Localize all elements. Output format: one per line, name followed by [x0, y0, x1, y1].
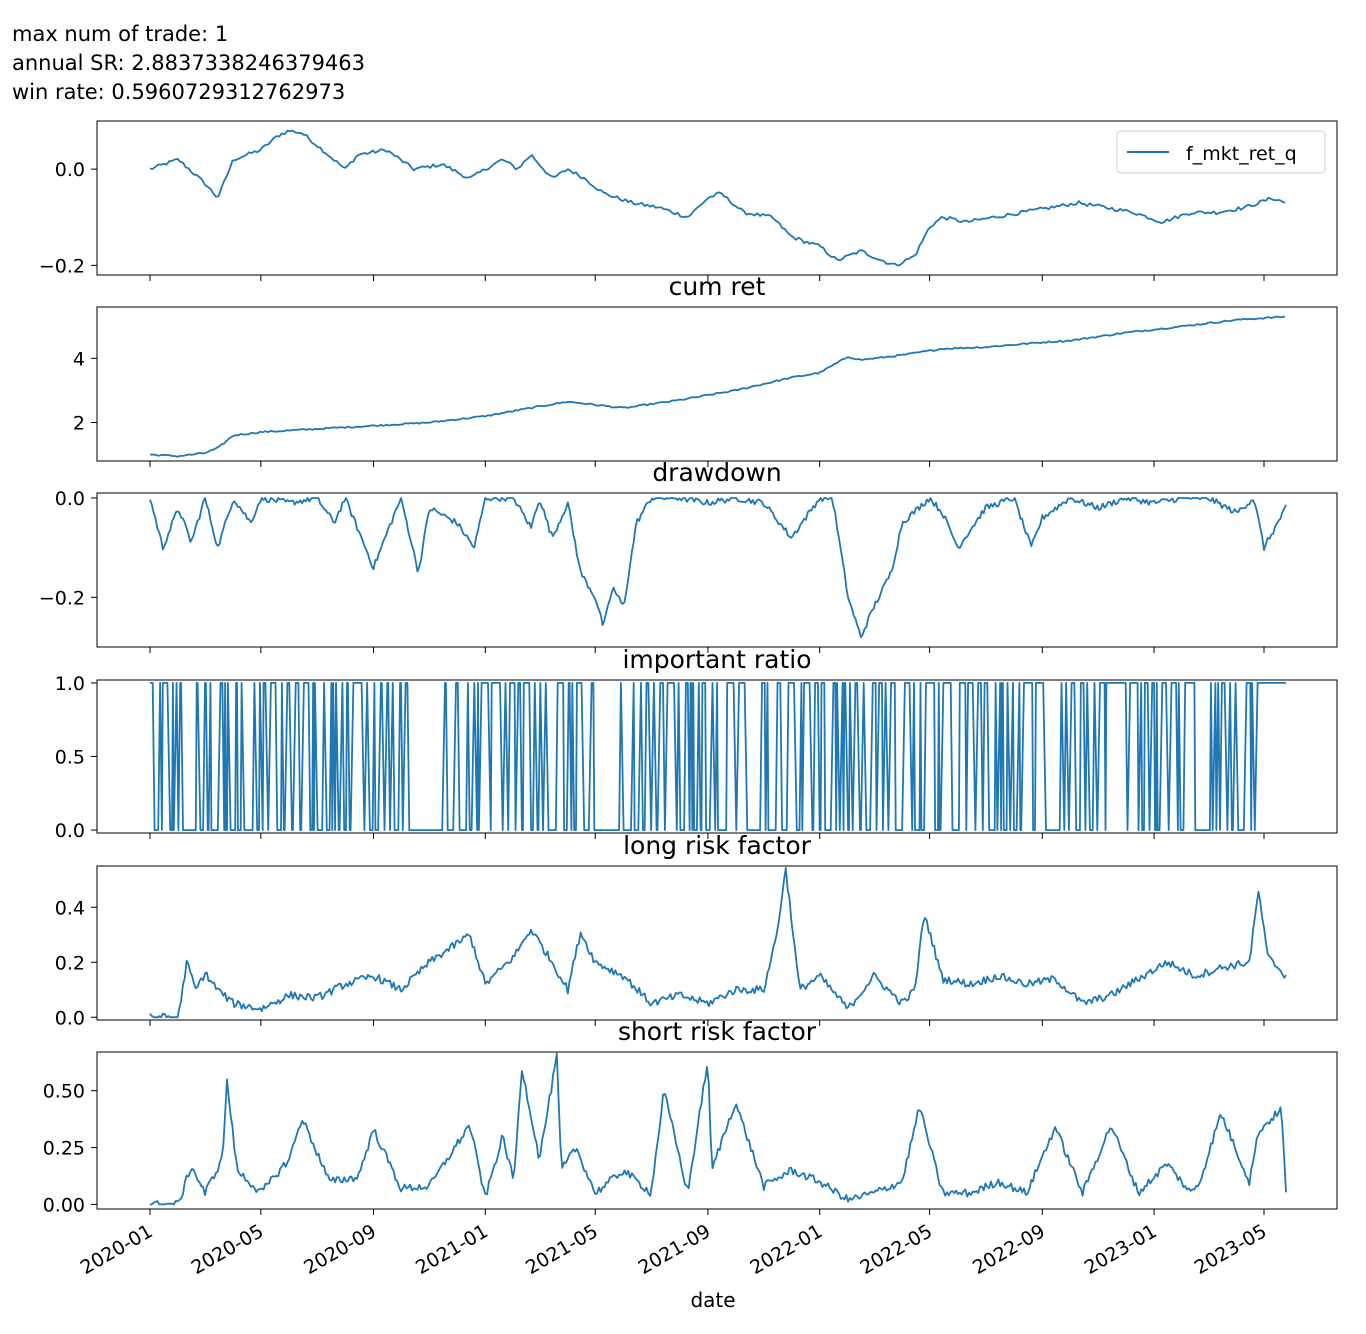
market-return-ytick-label: −0.2	[39, 255, 85, 277]
important-ratio-panel-title: important ratio	[622, 645, 811, 674]
market-return-axes-frame	[96, 120, 1338, 276]
drawdown-panel-title: drawdown	[652, 458, 781, 487]
market-return-series-line	[149, 129, 1286, 267]
long-risk-factor-panel-title: long risk factor	[623, 831, 812, 860]
short-risk-factor-series-line	[150, 1052, 1287, 1206]
drawdown-axes-frame	[96, 492, 1338, 648]
drawdown-ytick-label: 0.0	[55, 488, 85, 510]
xtick-label: 2021-05	[522, 1220, 602, 1279]
cum-ret-ytick-label: 4	[73, 348, 85, 370]
short-risk-factor-ytick-label: 0.25	[43, 1138, 85, 1160]
short-risk-factor-panel-title: short risk factor	[618, 1017, 817, 1046]
win-rate-text: win rate: 0.5960729312762973	[12, 80, 346, 104]
legend-label: f_mkt_ret_q	[1186, 143, 1297, 165]
long-risk-factor-ytick-label: 0.0	[55, 1007, 85, 1029]
drawdown-series-line	[149, 497, 1287, 638]
max-num-of-trade-text: max num of trade: 1	[12, 22, 229, 46]
cum-ret-series-line	[149, 315, 1286, 458]
legend-box	[1116, 130, 1326, 174]
xtick-label: 2023-05	[1191, 1220, 1271, 1279]
cum-ret-panel-title: cum ret	[669, 272, 766, 301]
xtick-label: 2022-01	[746, 1220, 826, 1279]
drawdown-ytick-label: −0.2	[39, 587, 85, 609]
cum-ret-ytick-label: 2	[73, 413, 85, 435]
xtick-label: 2021-09	[635, 1220, 715, 1279]
short-risk-factor-ytick-label: 0.00	[43, 1194, 85, 1216]
xtick-label: 2020-01	[77, 1220, 157, 1279]
xtick-label: 2022-09	[969, 1220, 1049, 1279]
stats-header: max num of trade: 1 annual SR: 2.8837338…	[12, 20, 365, 107]
important-ratio-ytick-label: 0.5	[55, 747, 85, 769]
cum-ret-axes-frame	[96, 306, 1338, 462]
long-risk-factor-ytick-label: 0.2	[55, 952, 85, 974]
market-return-ytick-label: 0.0	[55, 159, 85, 181]
long-risk-factor-axes-frame	[96, 865, 1338, 1021]
short-risk-factor-ytick-label: 0.50	[43, 1081, 85, 1103]
x-axis-label: date	[690, 1288, 735, 1312]
xtick-label: 2023-01	[1081, 1220, 1161, 1279]
annual-sr-text: annual SR: 2.8837338246379463	[12, 51, 366, 75]
short-risk-factor-axes-frame	[96, 1051, 1338, 1210]
xtick-label: 2022-05	[856, 1220, 936, 1279]
important-ratio-ytick-label: 0.0	[55, 820, 85, 842]
xtick-label: 2020-09	[300, 1220, 380, 1279]
xtick-label: 2020-05	[188, 1220, 268, 1279]
long-risk-factor-series-line	[149, 867, 1287, 1019]
xtick-label: 2021-01	[412, 1220, 492, 1279]
important-ratio-series-line	[150, 682, 1286, 831]
long-risk-factor-ytick-label: 0.4	[55, 897, 85, 919]
important-ratio-ytick-label: 1.0	[55, 673, 85, 695]
